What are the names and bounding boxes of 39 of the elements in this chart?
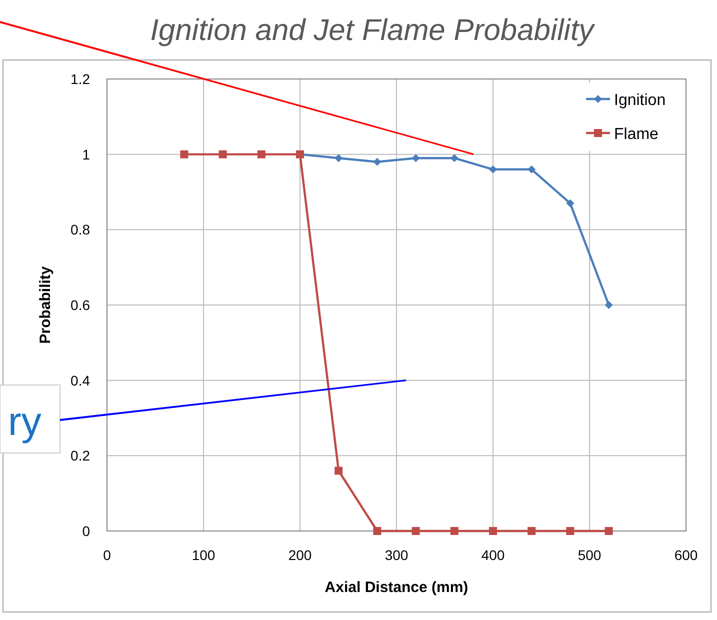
point <box>604 527 613 535</box>
point <box>566 527 574 535</box>
point <box>218 150 227 158</box>
x-tick-label: 300 <box>384 547 408 563</box>
x-tick-label: 0 <box>103 547 112 563</box>
point <box>528 165 536 174</box>
point <box>257 150 266 158</box>
point <box>450 527 458 535</box>
y-tick-label: 0 <box>82 523 90 539</box>
text: ry <box>8 400 42 444</box>
y-tick-label: 0.6 <box>70 297 90 313</box>
y-tick-label: 0.8 <box>70 222 90 238</box>
point <box>334 466 343 475</box>
x-tick-label: 600 <box>674 547 698 563</box>
legend-label: Ignition <box>614 92 666 109</box>
point <box>373 158 382 166</box>
x-tick-label: 500 <box>578 547 602 563</box>
y-tick-label: 1.2 <box>70 71 90 87</box>
point <box>489 527 497 535</box>
point <box>489 165 497 174</box>
x-axis-title: Axial Distance (mm) <box>324 579 468 596</box>
point <box>180 150 188 158</box>
point <box>412 527 420 535</box>
point <box>566 199 574 208</box>
point <box>412 154 420 162</box>
y-tick-label: 0.2 <box>70 448 90 464</box>
point <box>334 154 343 162</box>
x-tick-label: 200 <box>288 547 312 563</box>
point <box>373 527 382 535</box>
point <box>450 154 458 162</box>
legend-label: Flame <box>614 126 659 143</box>
y-tick-label: 1 <box>82 146 90 162</box>
x-tick-label: 100 <box>192 547 216 563</box>
chart-title: Ignition and Jet Flame Probability <box>150 14 596 47</box>
point <box>604 301 613 309</box>
point <box>528 527 536 535</box>
y-tick-label: 0.4 <box>70 372 90 388</box>
y-axis-title: Probability <box>37 266 54 344</box>
x-tick-label: 400 <box>481 547 505 563</box>
